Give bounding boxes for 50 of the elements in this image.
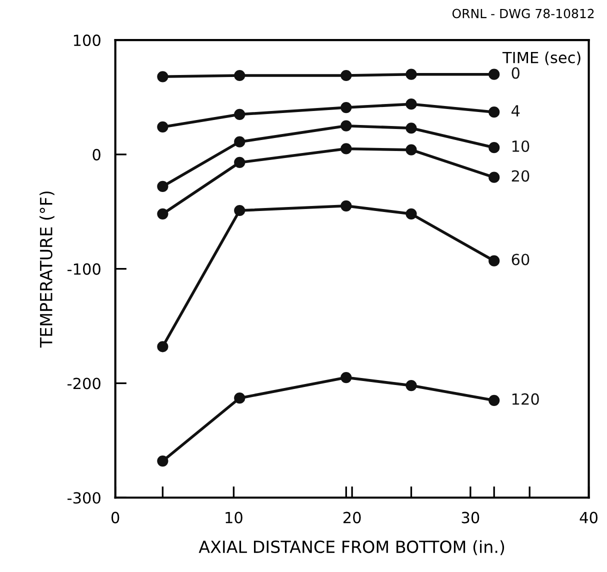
y-tick-label: 100: [74, 34, 100, 46]
point: [340, 372, 352, 384]
point: [340, 102, 352, 114]
series-label: 20: [512, 170, 530, 182]
point: [157, 341, 168, 352]
point: [234, 70, 246, 82]
point: [157, 455, 168, 467]
point: [406, 68, 417, 80]
point: [340, 120, 352, 132]
point: [488, 394, 500, 406]
y-tick-label: -100: [68, 263, 100, 275]
point: [340, 200, 352, 212]
point: [234, 156, 246, 168]
x-tick-label: 0: [111, 512, 120, 524]
series-label: 0: [512, 67, 520, 79]
point: [406, 122, 417, 134]
x-tick-label: 30: [462, 512, 480, 524]
series-label: 120: [512, 393, 539, 405]
y-tick-label: -200: [68, 378, 100, 390]
series-label: 4: [512, 105, 520, 116]
point: [340, 70, 352, 82]
x-tick-label: 10: [226, 512, 242, 524]
point: [488, 172, 500, 183]
point: [234, 392, 246, 404]
point: [234, 204, 246, 216]
y-axis-title: TEMPERATURE (°F): [40, 192, 54, 348]
series-label: 10: [512, 140, 530, 152]
x-tick-label: 40: [580, 512, 598, 524]
point: [406, 380, 417, 392]
point: [488, 255, 500, 266]
x-tick-label: 20: [343, 512, 361, 524]
point: [340, 143, 352, 154]
x-axis-title: AXIAL DISTANCE FROM BOTTOM (in.): [198, 540, 504, 556]
text: ORNL - DWG 78-10812: [452, 8, 594, 18]
point: [157, 71, 168, 82]
series-label: 60: [512, 254, 530, 266]
point: [157, 180, 168, 192]
point: [488, 142, 500, 154]
point: [488, 106, 500, 118]
y-tick-label: 0: [92, 148, 100, 160]
point: [406, 144, 417, 156]
point: [234, 136, 246, 148]
y-tick-label: -300: [68, 492, 100, 504]
point: [157, 121, 168, 133]
legend-title: TIME (sec): [502, 51, 580, 66]
point: [488, 68, 500, 80]
point: [406, 208, 417, 220]
point: [157, 208, 168, 220]
point: [234, 108, 246, 120]
point: [406, 98, 417, 110]
